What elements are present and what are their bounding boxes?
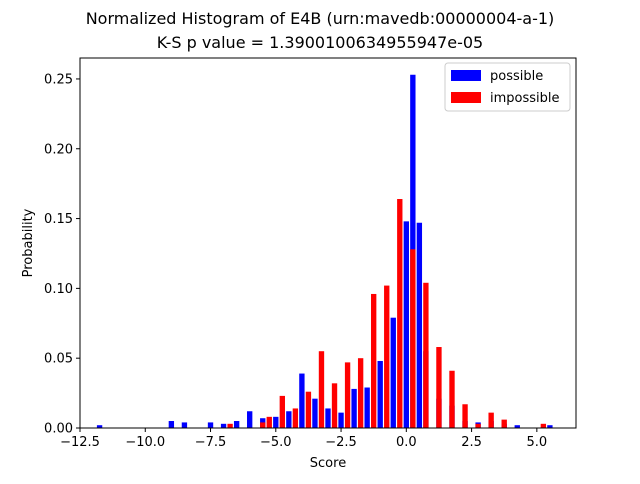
bar-impossible-25 [260, 422, 266, 428]
bar-possible-27 [273, 416, 279, 428]
x-tick-label: 5.0 [526, 435, 547, 450]
x-axis-label: Score [310, 456, 346, 471]
legend-label-possible: possible [490, 69, 543, 84]
legend-swatch-impossible [451, 92, 481, 103]
bar-impossible-68 [540, 423, 547, 428]
bar-possible-19 [220, 423, 227, 428]
legend-label-impossible: impossible [490, 91, 560, 106]
bar-possible-31 [299, 373, 305, 428]
y-tick-label: 0.00 [44, 422, 73, 437]
chart-subtitle: K-S p value = 1.3900100634955947e-05 [157, 33, 483, 52]
bar-impossible-34 [318, 351, 325, 428]
bar-impossible-44 [384, 285, 390, 428]
bar-impossible-54 [449, 370, 455, 428]
bar-possible-23 [247, 411, 253, 428]
bar-impossible-56 [462, 404, 468, 428]
bar-possible-43 [377, 360, 383, 428]
x-tick-label: −10.0 [125, 435, 165, 450]
bar-possible-11 [168, 421, 175, 428]
y-tick-label: 0.25 [44, 72, 73, 87]
bar-impossible-30 [292, 408, 299, 428]
bar-possible-39 [351, 388, 357, 428]
chart-title: Normalized Histogram of E4B (urn:mavedb:… [86, 9, 555, 28]
bar-impossible-62 [501, 419, 507, 428]
bar-possible-0 [96, 425, 103, 428]
x-tick-label: −7.5 [195, 435, 227, 450]
y-tick-label: 0.05 [44, 352, 73, 367]
bar-possible-33 [312, 398, 318, 428]
ticks-group: −12.5 −10.0 −7.5 −5.0 −2.5 0.0 2.5 5.0 0.00 0.05 0… [44, 72, 547, 450]
x-tick-label: 2.5 [461, 435, 482, 450]
bar-possible-35 [325, 408, 331, 428]
bar-possible-64 [514, 425, 520, 428]
bar-possible-45 [390, 317, 396, 428]
bar-impossible-42 [371, 293, 377, 428]
bar-impossible-32 [305, 391, 312, 428]
bar-impossible-26 [266, 416, 272, 428]
y-axis-label: Probability [21, 208, 36, 277]
bar-impossible-36 [331, 383, 338, 428]
bar-possible-41 [364, 387, 370, 428]
x-tick-label: −5.0 [260, 435, 292, 450]
bar-impossible-38 [344, 362, 351, 428]
bar-possible-47 [403, 221, 409, 428]
bar-possible-21 [233, 421, 240, 428]
bar-possible-49 [416, 222, 423, 428]
bar-impossible-40 [357, 358, 364, 428]
y-tick-label: 0.20 [44, 142, 73, 157]
bar-possible-37 [338, 412, 344, 428]
bar-possible-29 [286, 411, 292, 428]
bar-impossible-46 [397, 199, 403, 428]
bar-possible-13 [181, 422, 188, 428]
legend-swatch-possible [451, 70, 481, 81]
y-tick-label: 0.15 [44, 212, 73, 227]
x-tick-label: −12.5 [60, 435, 100, 450]
bars-group [96, 74, 553, 428]
x-tick-label: 0.0 [396, 435, 417, 450]
bar-impossible-52 [436, 347, 442, 428]
plot-frame [79, 57, 577, 429]
bar-impossible-58 [475, 423, 481, 428]
legend: possible impossible [444, 62, 571, 112]
bar-impossible-20 [227, 423, 233, 428]
bar-impossible-28 [279, 395, 285, 428]
bar-impossible-50 [423, 282, 429, 428]
y-tick-label: 0.10 [44, 282, 73, 297]
bar-impossible-60 [488, 412, 494, 428]
bar-impossible-48 [410, 249, 416, 428]
x-tick-label: −2.5 [325, 435, 357, 450]
bar-possible-69 [547, 425, 553, 428]
bar-possible-17 [207, 422, 214, 428]
